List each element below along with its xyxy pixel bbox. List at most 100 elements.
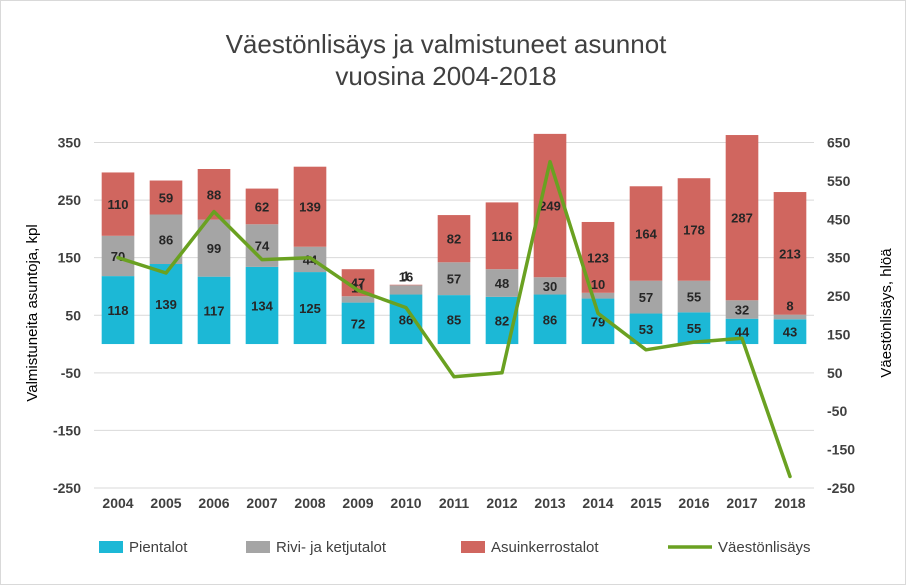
bar-segment xyxy=(677,312,711,345)
legend-swatch xyxy=(246,541,270,553)
bar-segment xyxy=(341,302,375,345)
x-tick-label: 2012 xyxy=(486,495,517,511)
bar-data-label: 86 xyxy=(543,312,557,327)
bar-segment xyxy=(485,202,519,270)
bar-data-label: 59 xyxy=(159,191,173,206)
y-tick-label: 50 xyxy=(65,307,81,323)
bar-data-label: 62 xyxy=(255,199,269,214)
bar-segment xyxy=(581,292,615,299)
x-tick-label: 2016 xyxy=(678,495,709,511)
bar-data-label: 86 xyxy=(159,232,173,247)
bar-data-label: 134 xyxy=(251,298,273,313)
bar-data-label: 249 xyxy=(539,199,561,214)
bar-segment xyxy=(149,180,183,215)
bar-segment xyxy=(533,277,567,295)
legend-label: Pientalot xyxy=(129,539,188,556)
bar-segment xyxy=(629,313,663,345)
bar-segment xyxy=(101,276,135,345)
bar-data-label: 82 xyxy=(447,232,461,247)
bar-data-label: 125 xyxy=(299,301,321,316)
bar-segment xyxy=(341,296,375,303)
x-tick-label: 2006 xyxy=(198,495,229,511)
legend-swatch xyxy=(461,541,485,553)
x-tick-label: 2017 xyxy=(726,495,757,511)
bar-data-label: 139 xyxy=(299,200,321,215)
y-tick-label: 150 xyxy=(58,250,82,266)
x-tick-label: 2013 xyxy=(534,495,565,511)
bar-data-label: 48 xyxy=(495,276,509,291)
bar-data-label: 85 xyxy=(447,313,461,328)
x-tick-label: 2004 xyxy=(102,495,133,511)
bar-data-label: 178 xyxy=(683,222,705,237)
bar-segment xyxy=(677,178,711,281)
y-tick-label: -250 xyxy=(53,480,81,496)
y2-tick-label: 350 xyxy=(827,250,851,266)
y2-tick-label: 50 xyxy=(827,365,843,381)
bar-data-label: 213 xyxy=(779,246,801,261)
bar-segment xyxy=(773,314,807,320)
y2-tick-label: -50 xyxy=(827,403,847,419)
chart-title-line-2: vuosina 2004-2018 xyxy=(335,61,556,91)
bar-data-label: 74 xyxy=(255,239,270,254)
y2-tick-label: 250 xyxy=(827,288,851,304)
bar-segment xyxy=(101,235,135,277)
y-tick-label: 350 xyxy=(58,135,82,151)
bar-segment xyxy=(437,262,471,296)
bar-data-label: 110 xyxy=(108,197,129,212)
bar-segment xyxy=(293,272,327,345)
bar-data-label: 88 xyxy=(207,187,221,202)
legend-label: Väestönlisäys xyxy=(718,539,811,556)
x-tick-label: 2014 xyxy=(582,495,613,511)
x-tick-label: 2010 xyxy=(390,495,421,511)
bar-data-label: 57 xyxy=(447,272,461,287)
bar-data-label: 164 xyxy=(635,226,657,241)
bar-data-label: 16 xyxy=(399,269,413,284)
bar-segment xyxy=(629,186,663,281)
bar-data-label: 139 xyxy=(155,297,177,312)
chart-title-line-1: Väestönlisäys ja valmistuneet asunnot xyxy=(226,29,668,59)
y-tick-label: -150 xyxy=(53,422,81,438)
bar-segment xyxy=(725,135,759,301)
bar-data-label: 8 xyxy=(786,299,793,314)
y2-axis-label: Väestönlisäys, hlöä xyxy=(878,248,895,378)
line-series-vaestonlisays xyxy=(116,159,792,479)
x-tick-label: 2015 xyxy=(630,495,661,511)
bar-segment xyxy=(389,285,423,295)
bar-data-label: 99 xyxy=(207,241,221,256)
x-tick-label: 2008 xyxy=(294,495,325,511)
bar-segment xyxy=(197,276,231,345)
bar-data-label: 72 xyxy=(351,316,365,331)
bar-segment xyxy=(437,295,471,345)
x-tick-label: 2007 xyxy=(246,495,277,511)
y-tick-label: 250 xyxy=(58,192,82,208)
legend-label: Rivi- ja ketjutalot xyxy=(276,539,387,556)
bar-data-label: 53 xyxy=(639,322,653,337)
bar-segment xyxy=(533,294,567,345)
x-tick-label: 2011 xyxy=(439,495,470,511)
bar-data-label: 287 xyxy=(731,211,753,226)
bar-data-label: 32 xyxy=(735,303,749,318)
bar-data-label: 118 xyxy=(108,303,129,318)
bar-segment xyxy=(149,264,183,345)
bar-segment xyxy=(725,300,759,319)
bar-data-label: 123 xyxy=(587,250,609,265)
bar-data-label: 55 xyxy=(687,290,701,305)
bar-segment xyxy=(197,219,231,277)
bar-segment xyxy=(485,269,519,297)
bar-segment xyxy=(149,214,183,265)
y-axis-label: Valmistuneita asuntoja, kpl xyxy=(24,224,41,401)
bar-data-label: 44 xyxy=(735,324,750,339)
bar-segment xyxy=(293,166,327,247)
bar-segment xyxy=(773,319,807,345)
bar-segment xyxy=(773,192,807,315)
bar-data-label: 116 xyxy=(492,229,513,244)
y2-tick-label: 550 xyxy=(827,173,851,189)
bar-segment xyxy=(629,280,663,314)
y2-tick-label: 150 xyxy=(827,326,851,342)
bar-data-label: 30 xyxy=(543,279,557,294)
y2-tick-label: 450 xyxy=(827,211,851,227)
y-tick-label: -50 xyxy=(61,365,81,381)
bar-segment xyxy=(245,266,279,345)
